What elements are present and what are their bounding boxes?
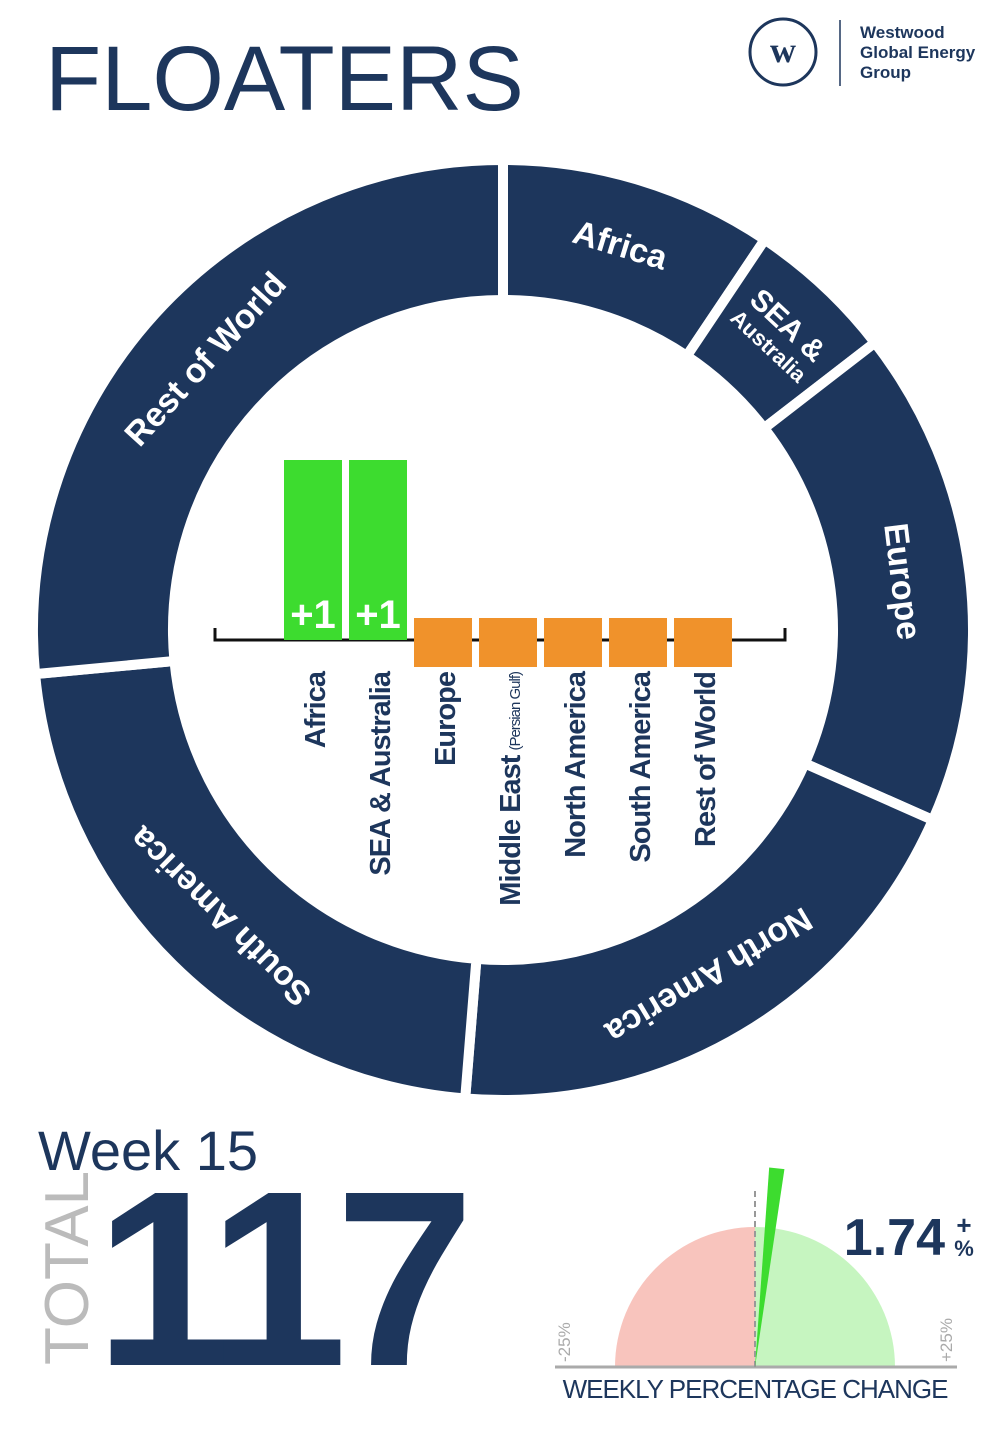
gauge-up bbox=[755, 1227, 895, 1367]
flat-marker bbox=[609, 618, 667, 667]
bar bbox=[349, 460, 407, 640]
logo-mark: w bbox=[770, 30, 796, 70]
category-label: North America bbox=[560, 670, 592, 858]
week-label: Week 15 bbox=[38, 1119, 258, 1182]
flat-marker bbox=[479, 618, 537, 667]
donut-segment bbox=[757, 335, 978, 827]
gauge-unit: % bbox=[954, 1236, 974, 1261]
category-text: Middle East bbox=[495, 754, 527, 905]
category-text: North America bbox=[560, 670, 592, 858]
bar-value-label: +1 bbox=[290, 593, 336, 637]
category-label: Africa bbox=[300, 670, 332, 748]
donut-segment bbox=[29, 655, 482, 1104]
category-label: South America bbox=[625, 670, 657, 862]
total-label: TOTAL bbox=[33, 1171, 102, 1365]
logo-text: Global Energy bbox=[860, 43, 976, 62]
gauge-needle bbox=[755, 1167, 785, 1367]
bar bbox=[284, 460, 342, 640]
category-label: Middle East (Persian Gulf) bbox=[495, 671, 527, 906]
category-text: Africa bbox=[300, 670, 332, 748]
category-text: Europe bbox=[430, 671, 462, 766]
category-label: Europe bbox=[430, 671, 462, 766]
category-note: (Persian Gulf) bbox=[507, 671, 524, 751]
category-text: South America bbox=[625, 670, 657, 862]
category-text: SEA & Australia bbox=[365, 670, 397, 876]
flat-marker bbox=[544, 618, 602, 667]
donut-segment bbox=[459, 756, 940, 1105]
page-title: FLOATERS bbox=[45, 28, 524, 130]
gauge-axis-label: WEEKLY PERCENTAGE CHANGE bbox=[563, 1374, 949, 1404]
logo-ring bbox=[748, 17, 818, 87]
donut-segment bbox=[28, 154, 508, 680]
category-label: SEA & Australia bbox=[365, 670, 397, 876]
gauge-tick-label: -25% bbox=[555, 1322, 574, 1362]
category-label: Rest of World bbox=[690, 672, 722, 847]
logo-text: Westwood bbox=[860, 23, 945, 42]
logo-text: Group bbox=[860, 63, 911, 82]
flat-marker bbox=[674, 618, 732, 667]
gauge-tick-label: +25% bbox=[937, 1318, 956, 1362]
gauge-sign: + bbox=[956, 1210, 971, 1240]
gauge-value: 1.74 bbox=[844, 1209, 945, 1267]
gauge-down bbox=[615, 1227, 755, 1367]
category-text: Rest of World bbox=[690, 672, 722, 847]
flat-marker bbox=[414, 618, 472, 667]
total-value: 117 bbox=[95, 1139, 464, 1418]
bar-value-label: +1 bbox=[355, 593, 401, 637]
